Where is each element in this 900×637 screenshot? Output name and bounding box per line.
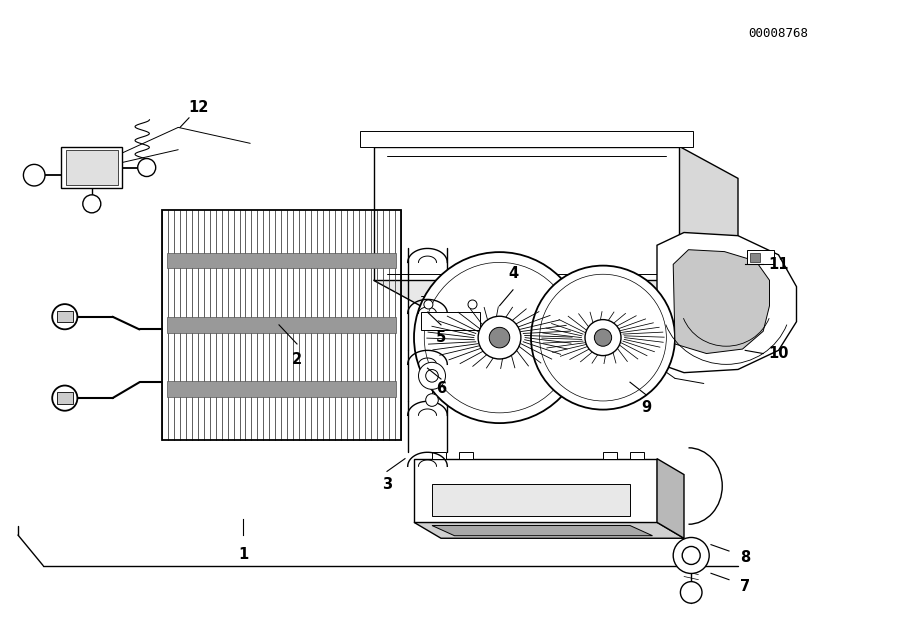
Polygon shape	[360, 131, 693, 147]
Polygon shape	[673, 250, 770, 354]
Polygon shape	[512, 328, 592, 347]
Polygon shape	[750, 253, 760, 262]
Circle shape	[540, 275, 666, 401]
Circle shape	[673, 538, 709, 573]
Polygon shape	[630, 452, 644, 459]
Polygon shape	[414, 522, 684, 538]
Polygon shape	[747, 250, 774, 264]
Circle shape	[426, 369, 438, 382]
Text: 8: 8	[740, 550, 751, 565]
Polygon shape	[61, 147, 122, 188]
Text: 7: 7	[740, 578, 751, 594]
Polygon shape	[680, 147, 738, 312]
Circle shape	[424, 300, 433, 309]
Circle shape	[490, 327, 509, 348]
Circle shape	[23, 164, 45, 186]
Circle shape	[418, 362, 446, 389]
Text: 9: 9	[641, 400, 652, 415]
Circle shape	[594, 329, 612, 347]
Polygon shape	[421, 312, 480, 330]
Circle shape	[585, 320, 621, 355]
Polygon shape	[414, 459, 657, 522]
Polygon shape	[432, 526, 652, 536]
Circle shape	[414, 252, 585, 423]
Text: 10: 10	[769, 346, 788, 361]
Circle shape	[83, 195, 101, 213]
Polygon shape	[374, 147, 680, 280]
Text: 12: 12	[188, 99, 208, 115]
Polygon shape	[603, 452, 616, 459]
Polygon shape	[57, 311, 73, 322]
Circle shape	[531, 266, 675, 410]
Circle shape	[52, 304, 77, 329]
Polygon shape	[657, 459, 684, 538]
Circle shape	[478, 316, 521, 359]
Polygon shape	[459, 452, 472, 459]
Polygon shape	[374, 280, 738, 312]
Polygon shape	[166, 382, 396, 397]
Text: 11: 11	[769, 257, 788, 272]
Circle shape	[468, 300, 477, 309]
Text: 5: 5	[436, 330, 446, 345]
Circle shape	[138, 159, 156, 176]
Polygon shape	[432, 452, 446, 459]
Circle shape	[52, 385, 77, 411]
Circle shape	[426, 394, 438, 406]
Polygon shape	[57, 392, 73, 404]
Polygon shape	[66, 150, 118, 185]
Polygon shape	[657, 233, 796, 373]
Text: 3: 3	[382, 476, 392, 492]
Circle shape	[682, 547, 700, 564]
Circle shape	[680, 582, 702, 603]
Text: 6: 6	[436, 381, 446, 396]
Polygon shape	[166, 317, 396, 333]
Polygon shape	[432, 484, 630, 516]
Text: 00008768: 00008768	[749, 27, 808, 39]
Circle shape	[424, 262, 575, 413]
Text: 1: 1	[238, 547, 248, 562]
Text: 2: 2	[292, 352, 302, 368]
Text: 4: 4	[508, 266, 518, 282]
Polygon shape	[508, 280, 533, 296]
Polygon shape	[166, 253, 396, 268]
